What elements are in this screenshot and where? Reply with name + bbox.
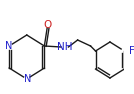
Text: N: N bbox=[24, 74, 31, 84]
Text: NH: NH bbox=[57, 42, 72, 52]
Text: F: F bbox=[129, 46, 134, 56]
Text: N: N bbox=[5, 41, 12, 51]
Text: O: O bbox=[43, 20, 51, 30]
